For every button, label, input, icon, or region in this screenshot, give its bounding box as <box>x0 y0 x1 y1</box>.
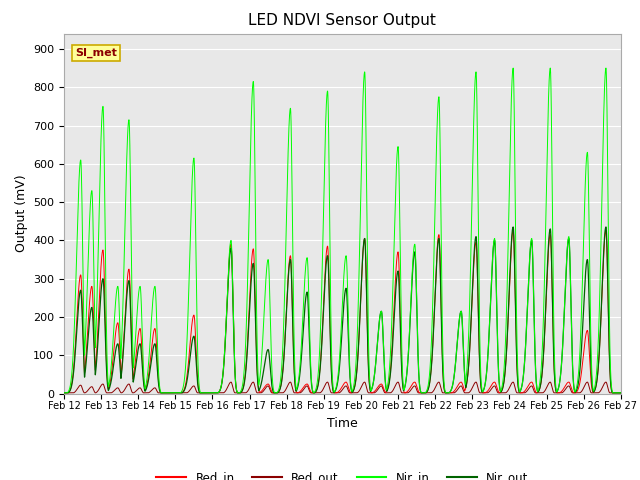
Title: LED NDVI Sensor Output: LED NDVI Sensor Output <box>248 13 436 28</box>
Nir_in <box>617 390 625 396</box>
Nir_in <box>60 390 68 396</box>
Nir_out <box>617 390 625 396</box>
Line: Red_out: Red_out <box>64 382 621 393</box>
Line: Red_in: Red_in <box>64 231 621 393</box>
Nir_in <box>397 288 404 294</box>
Nir_out <box>459 329 467 335</box>
Nir_in <box>199 390 207 396</box>
Nir_out <box>417 390 425 396</box>
Red_out <box>417 390 425 396</box>
Red_out <box>60 390 68 396</box>
Nir_in <box>547 65 554 71</box>
Nir_in <box>417 390 425 396</box>
Nir_in <box>459 329 467 335</box>
Red_in <box>581 340 589 346</box>
Text: SI_met: SI_met <box>75 48 117 58</box>
Legend: Red_in, Red_out, Nir_in, Nir_out: Red_in, Red_out, Nir_in, Nir_out <box>152 466 533 480</box>
Red_out <box>199 390 207 396</box>
Nir_out <box>199 390 207 396</box>
Nir_out <box>581 283 589 288</box>
X-axis label: Time: Time <box>327 417 358 430</box>
Red_out <box>617 390 625 396</box>
Nir_out <box>509 224 517 230</box>
Y-axis label: Output (mV): Output (mV) <box>15 175 28 252</box>
Red_in <box>417 390 425 396</box>
Red_out <box>397 388 404 394</box>
Red_out <box>581 383 589 388</box>
Nir_out <box>397 340 404 346</box>
Red_in <box>199 390 207 396</box>
Red_out <box>435 379 443 385</box>
Line: Nir_in: Nir_in <box>64 68 621 393</box>
Nir_in <box>323 88 331 94</box>
Nir_out <box>60 390 68 396</box>
Red_out <box>323 379 331 385</box>
Red_in <box>617 390 625 396</box>
Red_out <box>459 386 467 392</box>
Nir_out <box>323 253 331 259</box>
Line: Nir_out: Nir_out <box>64 227 621 393</box>
Red_in <box>323 243 331 249</box>
Red_in <box>459 382 467 388</box>
Red_in <box>60 390 68 396</box>
Nir_in <box>581 197 589 203</box>
Red_in <box>397 332 404 338</box>
Red_in <box>509 228 517 234</box>
